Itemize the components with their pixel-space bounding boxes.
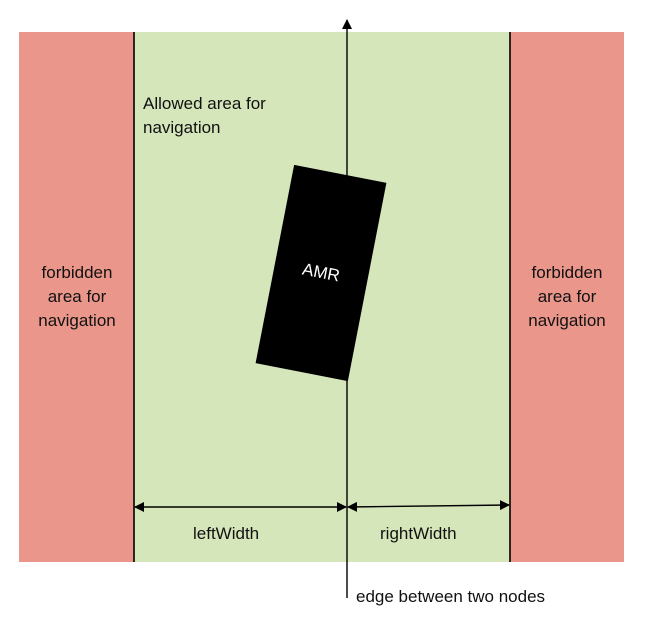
edge-caption: edge between two nodes: [356, 587, 546, 606]
allowed-area-label: Allowed area for navigation: [143, 92, 266, 140]
amr-robot: [255, 164, 387, 382]
left-forbidden-line2: area for: [47, 287, 107, 306]
right-forbidden-line3: navigation: [528, 311, 606, 330]
right-forbidden-area: [510, 32, 624, 562]
left-forbidden-area: [19, 32, 134, 562]
left-forbidden-line1: forbidden: [41, 263, 113, 282]
right-forbidden-line2: area for: [537, 287, 597, 306]
left-forbidden-line3: navigation: [38, 311, 116, 330]
left-forbidden-label: forbidden area for navigation: [19, 261, 135, 333]
right-width-label: rightWidth: [380, 524, 457, 543]
right-forbidden-label: forbidden area for navigation: [509, 261, 625, 333]
left-width-label: leftWidth: [193, 524, 260, 543]
allowed-line1: Allowed area for: [143, 94, 266, 113]
right-width-arrow: [347, 500, 510, 512]
allowed-line2: navigation: [143, 118, 221, 137]
right-forbidden-line1: forbidden: [531, 263, 603, 282]
